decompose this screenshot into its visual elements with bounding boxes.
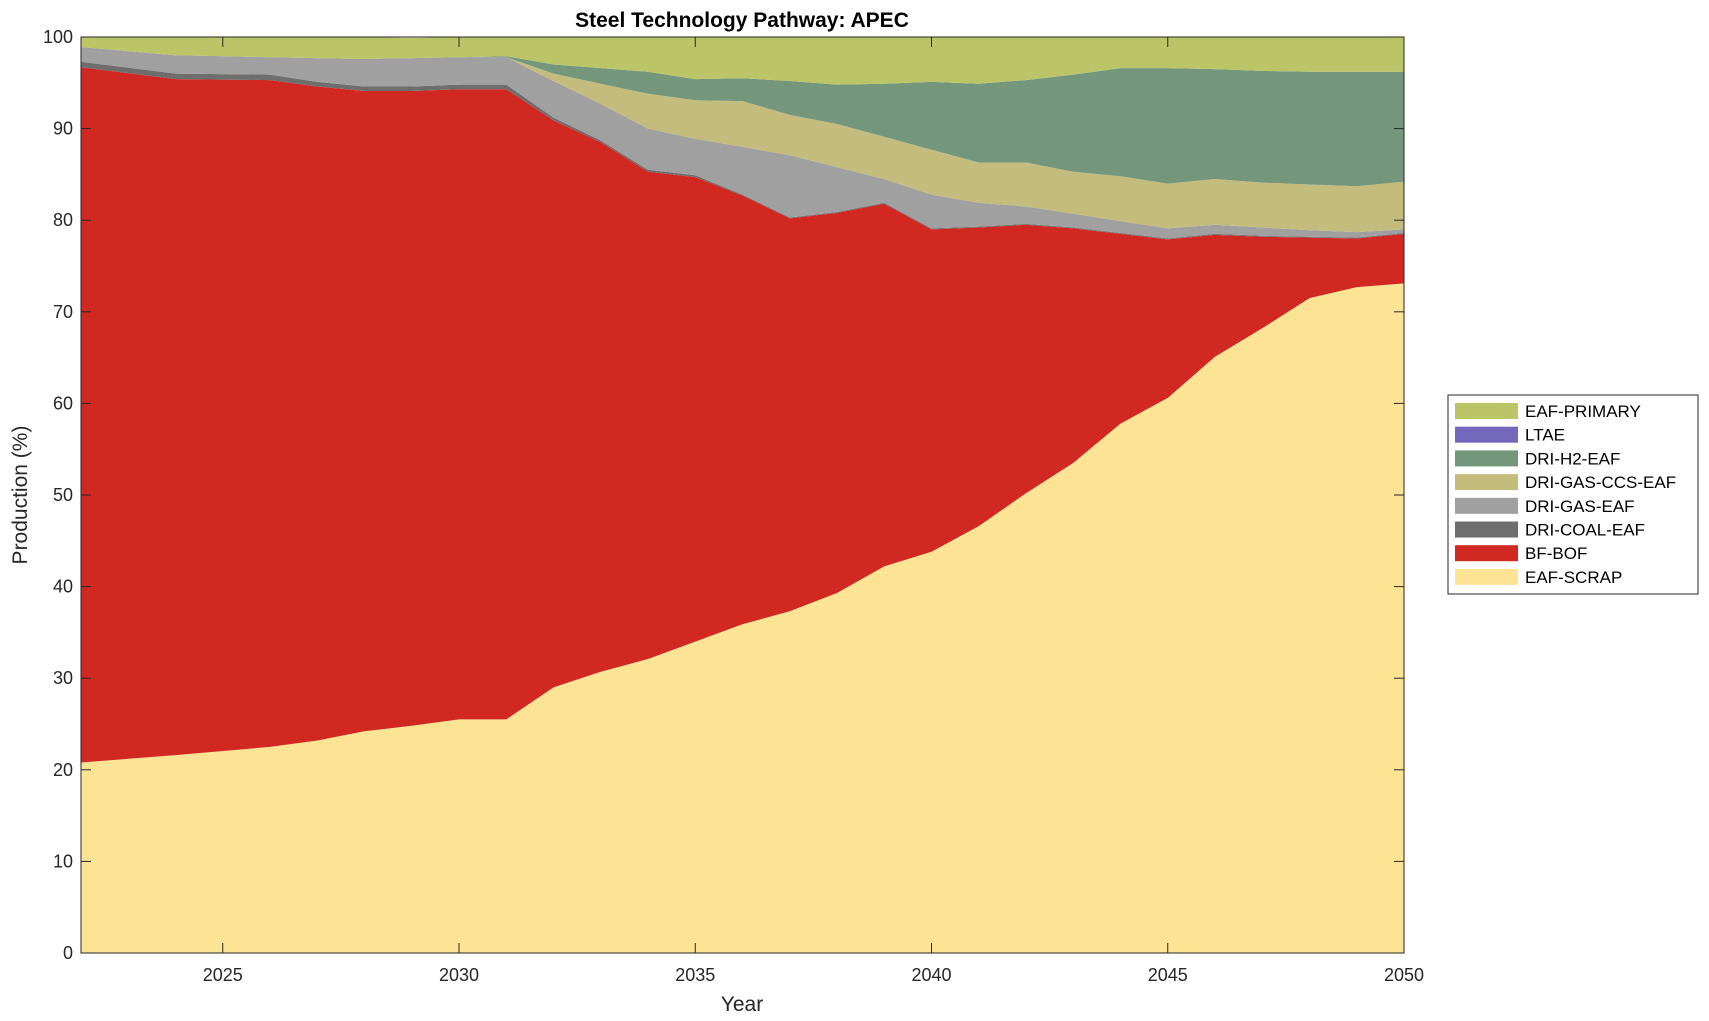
legend-swatch-ltae: [1455, 426, 1518, 443]
y-tick-label: 80: [53, 210, 73, 230]
x-tick-label: 2035: [675, 965, 715, 985]
area-series-eaf-primary: [81, 37, 1404, 85]
legend-swatch-eaf-scrap: [1455, 568, 1518, 585]
area-series-group: [81, 37, 1404, 953]
y-tick-label: 30: [53, 668, 73, 688]
legend-label-dri-gas-eaf: DRI-GAS-EAF: [1525, 497, 1635, 516]
legend-label-dri-coal-eaf: DRI-COAL-EAF: [1525, 521, 1645, 540]
legend-swatch-dri-coal-eaf: [1455, 521, 1518, 538]
area-series-bf-bof: [81, 67, 1404, 763]
legend-label-ltae: LTAE: [1525, 426, 1565, 445]
y-tick-label: 100: [43, 27, 73, 47]
y-tick-label: 50: [53, 485, 73, 505]
x-tick-label: 2040: [911, 965, 951, 985]
y-tick-label: 90: [53, 119, 73, 139]
legend-swatch-dri-h2-eaf: [1455, 450, 1518, 467]
legend-label-eaf-primary: EAF-PRIMARY: [1525, 402, 1641, 421]
x-axis-label: Year: [721, 993, 763, 1016]
y-axis-ticks: 0 10 20 30 40 50 60 70 80 90 100: [43, 27, 1404, 963]
y-tick-label: 20: [53, 760, 73, 780]
legend-label-dri-h2-eaf: DRI-H2-EAF: [1525, 449, 1620, 468]
legend-label-dri-gas-ccs-eaf: DRI-GAS-CCS-EAF: [1525, 473, 1676, 492]
y-tick-label: 0: [63, 943, 73, 963]
area-series-dri-gas-ccs-eaf: [81, 47, 1404, 233]
y-tick-label: 70: [53, 302, 73, 322]
legend-box: [1447, 394, 1699, 595]
x-tick-label: 2045: [1148, 965, 1188, 985]
legend-swatch-bf-bof: [1455, 545, 1518, 562]
x-tick-label: 2050: [1384, 965, 1424, 985]
chart-title: Steel Technology Pathway: APEC: [575, 9, 909, 32]
legend-label-bf-bof: BF-BOF: [1525, 544, 1587, 563]
legend-swatch-dri-gas-eaf: [1455, 497, 1518, 514]
x-axis-ticks: 2025 2030 2035 2040 2045 2050: [203, 37, 1424, 985]
area-series-dri-coal-eaf: [81, 61, 1404, 240]
area-series-dri-h2-eaf: [81, 47, 1404, 187]
y-tick-label: 40: [53, 577, 73, 597]
x-tick-label: 2025: [203, 965, 243, 985]
y-axis-label: Production (%): [9, 426, 32, 565]
y-tick-label: 10: [53, 851, 73, 871]
area-series-dri-gas-eaf: [81, 47, 1404, 239]
legend-label-eaf-scrap: EAF-SCRAP: [1525, 568, 1622, 587]
area-series-eaf-scrap: [81, 283, 1404, 953]
x-tick-label: 2030: [439, 965, 479, 985]
legend: EAF-PRIMARY LTAE DRI-H2-EAF DRI-GAS-CCS-EAF…: [1447, 394, 1699, 595]
legend-swatch-dri-gas-ccs-eaf: [1455, 474, 1518, 491]
legend-swatch-eaf-primary: [1455, 403, 1518, 419]
y-tick-label: 60: [53, 393, 73, 413]
